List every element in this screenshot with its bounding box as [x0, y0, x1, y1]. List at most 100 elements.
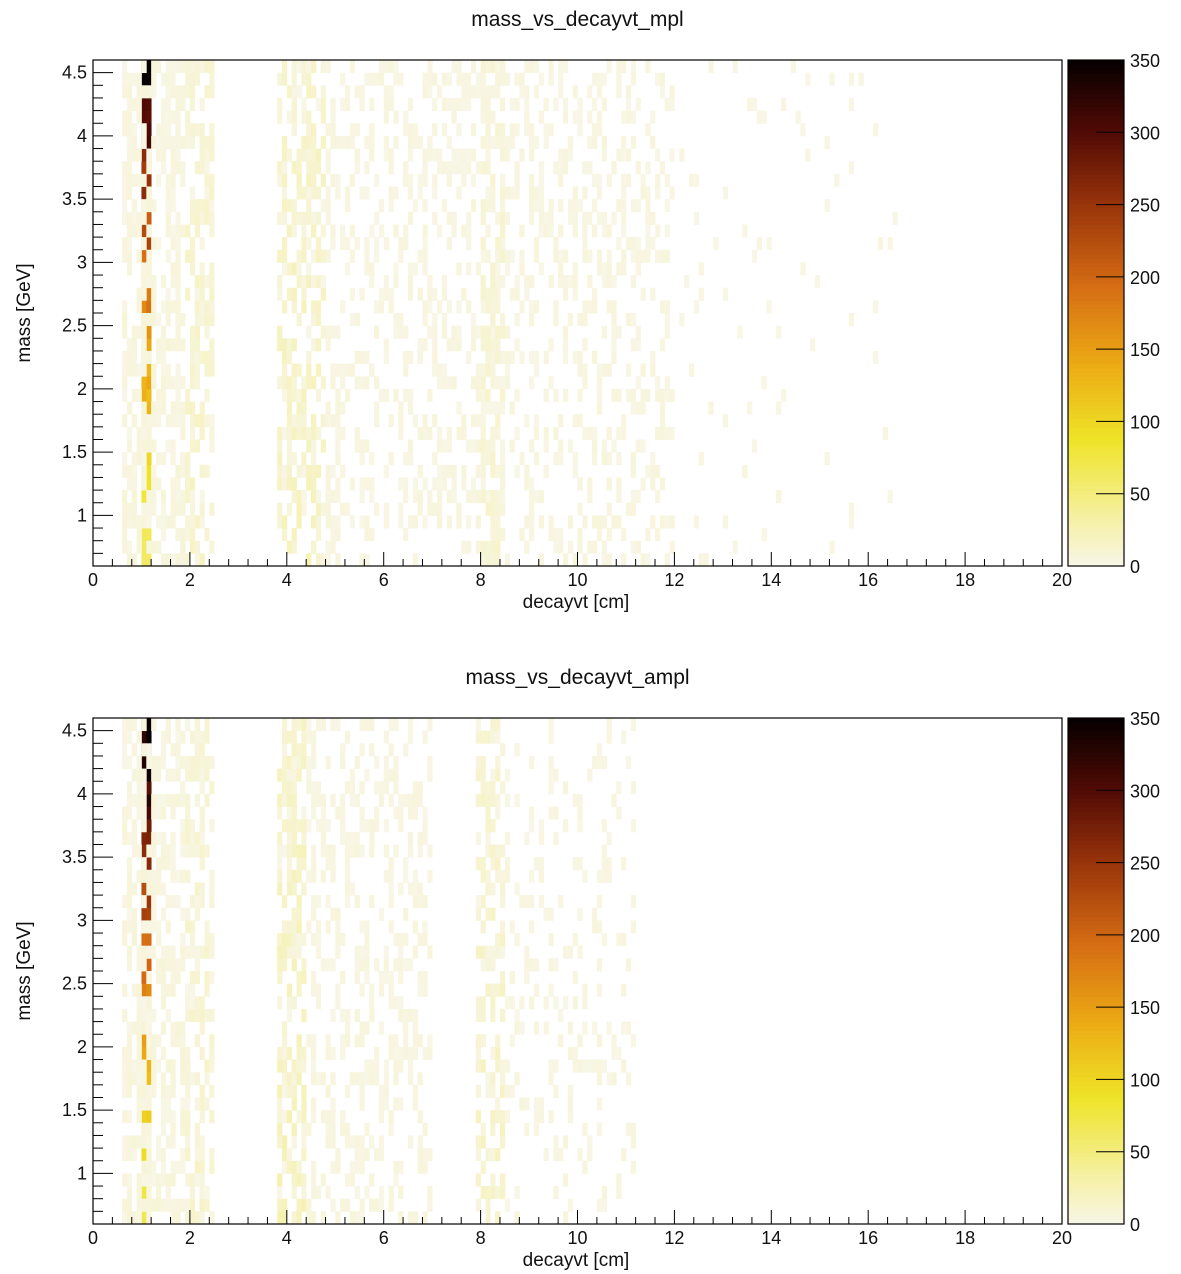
heatmap-cell [407, 831, 414, 845]
heatmap-cell [422, 819, 428, 833]
heatmap-cell [655, 490, 661, 504]
heatmap-cell [490, 173, 496, 187]
heatmap-cell [621, 553, 627, 567]
heatmap-cell [398, 819, 404, 833]
heatmap-cell [141, 490, 147, 504]
heatmap-cell [548, 718, 554, 732]
heatmap-cell [175, 958, 181, 972]
y-tick-label: 1.5 [62, 442, 87, 462]
heatmap-cell [311, 1046, 317, 1060]
heatmap-cell [456, 338, 462, 352]
heatmap-cell [582, 313, 588, 327]
heatmap-cell [281, 768, 288, 782]
heatmap-cell [519, 300, 525, 314]
heatmap-cell [209, 439, 215, 453]
heatmap-cell [582, 338, 588, 352]
heatmap-cell [146, 1211, 152, 1225]
colorbar-step [1068, 418, 1124, 424]
heatmap-cell [519, 452, 525, 466]
heatmap-cell [126, 869, 133, 883]
heatmap-cell [645, 388, 651, 402]
y-tick-label: 3 [77, 910, 87, 930]
heatmap-cell [751, 439, 758, 453]
heatmap-cell [504, 325, 511, 339]
heatmap-cell [499, 882, 506, 896]
heatmap-cell [151, 199, 157, 213]
heatmap-cell [393, 1034, 399, 1048]
heatmap-cell [480, 958, 486, 972]
heatmap-cell [553, 237, 559, 251]
heatmap-cell [301, 1173, 307, 1187]
heatmap-cell [277, 831, 283, 845]
heatmap-cell [495, 123, 501, 137]
heatmap-cell [277, 1211, 283, 1225]
heatmap-cell [141, 72, 147, 86]
heatmap-cell [151, 414, 157, 428]
heatmap-cell [625, 755, 632, 769]
heatmap-cell [548, 376, 554, 390]
heatmap-cell [126, 540, 133, 554]
heatmap-cell [301, 1008, 307, 1022]
heatmap-cell [296, 1059, 302, 1073]
heatmap-cell [146, 844, 152, 858]
heatmap-cell [315, 186, 322, 200]
heatmap-cell [185, 920, 191, 934]
colorbar-step [1068, 814, 1124, 820]
heatmap-cell [601, 553, 607, 567]
heatmap-cell [189, 426, 196, 440]
heatmap-cell [383, 388, 389, 402]
heatmap-cell [592, 350, 598, 364]
heatmap-cell [669, 148, 675, 162]
heatmap-cell [301, 464, 307, 478]
colorbar-step [1068, 1013, 1124, 1018]
heatmap-cell [533, 300, 540, 314]
colorbar-step [1068, 1084, 1124, 1090]
heatmap-cell [160, 300, 167, 314]
heatmap-cell [141, 350, 147, 364]
heatmap-cell [291, 743, 297, 757]
heatmap-cell [209, 1034, 215, 1048]
heatmap-cell [151, 1072, 157, 1086]
heatmap-cell [722, 186, 729, 200]
heatmap-cell [151, 945, 157, 959]
heatmap-cell [286, 1084, 293, 1098]
heatmap-cell [606, 452, 612, 466]
heatmap-cell [325, 1110, 331, 1124]
heatmap-cell [320, 831, 326, 845]
heatmap-cell [514, 72, 520, 86]
heatmap-cell [446, 515, 452, 529]
heatmap-cell [175, 1034, 181, 1048]
heatmap-cell [364, 768, 370, 782]
heatmap-cell [189, 325, 196, 339]
heatmap-cell [189, 1211, 196, 1225]
heatmap-cell [194, 831, 200, 845]
heatmap-cell [335, 920, 341, 934]
heatmap-cell [122, 376, 128, 390]
heatmap-cell [141, 971, 147, 985]
heatmap-cell [330, 1008, 336, 1022]
heatmap-cell [470, 199, 477, 213]
heatmap-cell [315, 300, 322, 314]
heatmap-cell [170, 502, 176, 516]
heatmap-cell [616, 237, 622, 251]
heatmap-cell [286, 477, 293, 491]
heatmap-cell [475, 1198, 481, 1212]
heatmap-cell [141, 515, 147, 529]
heatmap-cell [194, 1097, 200, 1111]
heatmap-cell [277, 376, 283, 390]
heatmap-cell [504, 768, 511, 782]
heatmap-cell [475, 1008, 481, 1022]
heatmap-cell [562, 60, 569, 74]
heatmap-cell [427, 426, 433, 440]
heatmap-cell [175, 1211, 181, 1225]
heatmap-cell [301, 224, 307, 238]
heatmap-cell [587, 300, 593, 314]
heatmap-cell [209, 755, 215, 769]
heatmap-cell [504, 793, 511, 807]
heatmap-cell [504, 996, 511, 1010]
heatmap-cell [621, 199, 627, 213]
heatmap-cell [495, 275, 501, 289]
heatmap-cell [359, 920, 365, 934]
colorbar-step [1068, 325, 1124, 331]
